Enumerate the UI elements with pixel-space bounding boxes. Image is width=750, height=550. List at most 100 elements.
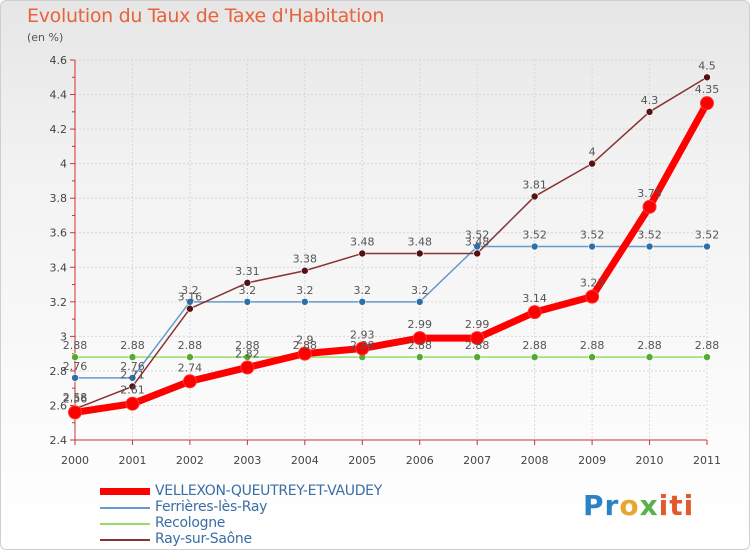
x-tick-label: 2009 [578,454,606,467]
y-tick-label: 2.4 [50,434,68,447]
x-tick-label: 2010 [636,454,664,467]
data-label: 2.88 [695,339,720,352]
axes: 2.4 2.6 2.8 3 3.2 3.4 3.6 3.8 4 4.2 4.4 4.6 2000 2001… [50,54,722,467]
data-label: 2.61 [120,384,145,397]
data-point [588,242,596,251]
data-label: 2.88 [293,339,318,352]
data-label: 2.88 [522,339,547,352]
data-label: 3.2 [354,284,372,297]
data-label: 4 [589,146,596,159]
data-point [530,242,539,251]
data-point [301,298,309,306]
data-labels: 2.88 2.88 2.88 2.88 2.88 2.88 2.88 2.88 2.88 2.88… [63,59,720,405]
data-point [703,73,711,82]
data-point [645,242,654,251]
x-tick-label: 2008 [521,454,549,467]
y-tick-label: 3.2 [50,296,68,309]
x-tick-label: 2011 [693,454,721,467]
series-layer [68,73,714,420]
data-point [358,298,367,306]
data-label: 2.9 [296,334,314,347]
legend: VELLEXON-QUEUTREY-ET-VAUDEY Ferrières-lès… [100,483,440,548]
data-point [182,374,197,389]
legend-item: Ferrières-lès-Ray [100,499,440,516]
data-label: 3.48 [350,235,375,248]
data-point [301,266,309,275]
data-label: 4.3 [641,94,659,107]
y-tick-label: 4.6 [50,54,68,67]
data-label: 2.88 [63,339,88,352]
data-point [645,353,654,361]
legend-swatch [100,488,150,495]
data-point [243,279,252,287]
data-label: 3.38 [293,253,318,266]
data-label: 3.48 [465,235,490,248]
y-tick-label: 4 [60,158,67,171]
data-point [415,353,424,361]
data-label: 3.14 [522,292,547,305]
data-label: 3.52 [522,229,547,242]
unit-label: (en %) [27,31,64,44]
data-label: 3.2 [296,284,314,297]
x-tick-label: 2005 [348,454,376,467]
data-point [240,360,255,375]
data-point [415,298,424,306]
legend-label: Ray-sur-Saône [155,531,252,547]
legend-label: Recologne [155,515,226,531]
y-tick-label: 3.8 [50,192,68,205]
plot-area [75,60,707,440]
data-point [297,346,312,361]
series-line [74,76,708,410]
data-label: 2.99 [465,318,490,331]
data-label: 3.16 [178,291,203,304]
data-point [355,341,370,356]
data-point [588,353,596,361]
data-point [68,405,82,420]
legend-swatch [100,523,150,525]
data-label: 3.52 [580,229,605,242]
data-label: 3.2 [239,284,257,297]
data-label: 2.88 [637,339,662,352]
legend-item: Ray-sur-Saône [100,531,440,548]
data-label: 2.93 [350,328,375,341]
data-label: 2.82 [235,347,260,360]
y-tick-label: 4.2 [50,123,68,136]
data-label: 4.5 [698,59,716,72]
data-point [128,382,137,391]
y-tick-label: 2.8 [50,365,68,378]
data-label: 2.76 [63,360,88,373]
data-point [473,353,481,361]
data-label: 2.99 [407,318,432,331]
x-tick-label: 2002 [176,454,204,467]
data-point [703,353,711,361]
data-point [128,353,137,361]
data-label: 3.2 [411,284,429,297]
data-label: 2.74 [178,361,203,374]
data-label: 3.23 [580,277,605,290]
data-point [527,305,542,320]
x-tick-label: 2004 [291,454,319,467]
data-label: 3.75 [637,187,662,200]
data-label: 2.88 [178,339,203,352]
data-label: 3.52 [637,229,662,242]
data-label: 2.88 [120,339,145,352]
grid [74,59,708,441]
data-label: 3.48 [407,235,432,248]
data-label: 3.31 [235,265,260,278]
data-point [71,374,79,382]
legend-swatch [100,507,150,509]
data-point [645,108,654,116]
series-line [71,99,711,416]
data-point [358,249,367,258]
x-tick-label: 2003 [233,454,261,467]
data-point [186,304,194,313]
legend-item: Recologne [100,515,440,532]
proxiti-logo: Proxiti [583,489,694,522]
data-label: 2.71 [120,368,145,381]
data-point [703,242,711,251]
data-point [470,331,485,346]
data-label: 3.52 [695,229,720,242]
data-label: 2.88 [407,339,432,352]
data-point [415,249,424,258]
